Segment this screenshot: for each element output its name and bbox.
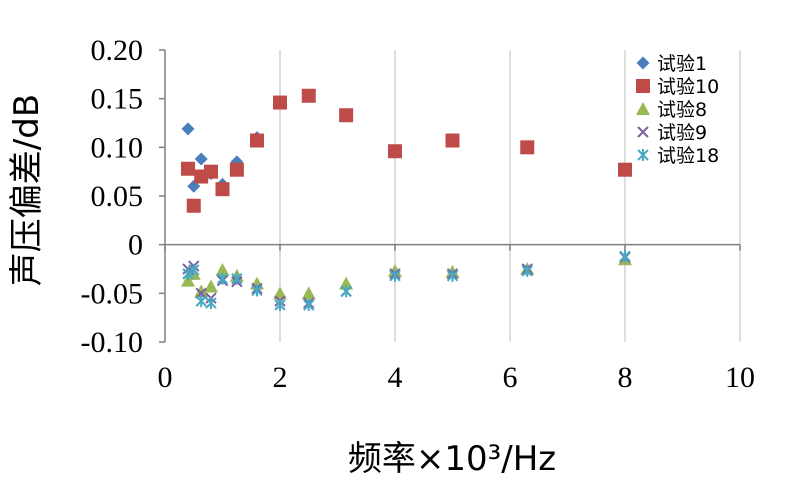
legend-marker bbox=[637, 149, 649, 161]
data-point bbox=[446, 269, 459, 282]
legend-label: 试验18 bbox=[657, 145, 719, 167]
x-axis-label: 频率×10³/Hz bbox=[348, 439, 556, 479]
data-point bbox=[215, 262, 230, 276]
legend-marker bbox=[636, 79, 650, 93]
data-points bbox=[181, 88, 632, 312]
legend-label: 试验10 bbox=[657, 76, 719, 98]
data-point bbox=[340, 285, 352, 298]
x-tick-label: 8 bbox=[618, 361, 633, 394]
data-point bbox=[204, 164, 218, 179]
y-tick-label: -0.05 bbox=[81, 277, 144, 310]
data-point bbox=[182, 267, 194, 280]
x-tick-label: 10 bbox=[725, 361, 755, 394]
data-point bbox=[231, 272, 243, 285]
data-point bbox=[194, 284, 209, 298]
data-point bbox=[205, 297, 217, 310]
legend-label: 试验8 bbox=[657, 99, 707, 121]
y-axis-label: 声压偏差/dB bbox=[7, 94, 47, 286]
y-tick-label: 0.20 bbox=[91, 34, 144, 67]
data-point bbox=[520, 140, 535, 155]
legend-marker bbox=[637, 126, 649, 138]
series-5 bbox=[182, 250, 631, 312]
data-point bbox=[215, 182, 230, 197]
data-point bbox=[339, 108, 354, 123]
x-tick-label: 2 bbox=[273, 361, 288, 394]
data-point bbox=[274, 299, 286, 312]
y-tick-label: 0 bbox=[128, 229, 143, 262]
x-tick-label: 0 bbox=[158, 361, 173, 394]
data-point bbox=[216, 272, 229, 285]
data-point bbox=[339, 276, 354, 290]
data-point bbox=[181, 161, 195, 176]
legend-label: 试验1 bbox=[657, 53, 707, 75]
data-point bbox=[229, 162, 244, 177]
data-point bbox=[445, 133, 460, 148]
data-point bbox=[619, 250, 631, 263]
legend-marker bbox=[636, 56, 650, 70]
data-point bbox=[388, 144, 402, 159]
data-point bbox=[521, 264, 533, 277]
y-tick-label: 0.15 bbox=[91, 83, 144, 116]
series-3 bbox=[181, 252, 632, 300]
x-tick-label: 6 bbox=[503, 361, 518, 394]
data-point bbox=[181, 122, 195, 136]
legend-label: 试验9 bbox=[657, 122, 707, 144]
data-point bbox=[188, 263, 200, 276]
y-tick-label: 0.05 bbox=[91, 180, 144, 213]
data-point bbox=[301, 286, 316, 300]
data-point bbox=[273, 95, 287, 110]
y-tick-label: 0.10 bbox=[91, 131, 144, 164]
legend-marker bbox=[636, 102, 650, 115]
data-point bbox=[204, 279, 218, 293]
series-2 bbox=[181, 88, 632, 213]
data-point bbox=[251, 284, 263, 297]
series-4 bbox=[182, 251, 631, 309]
data-point bbox=[618, 162, 632, 177]
x-tick-label: 4 bbox=[388, 361, 403, 394]
data-point bbox=[301, 88, 316, 103]
data-point bbox=[389, 269, 401, 282]
data-point bbox=[273, 286, 287, 300]
tick-labels: 0 2 4 6 8 10 0.20 0.15 0.10 0.05 0 -0.05 -0.10 bbox=[81, 34, 756, 394]
y-tick-label: -0.10 bbox=[81, 326, 144, 359]
data-point bbox=[303, 299, 315, 312]
data-point bbox=[186, 198, 201, 213]
data-point bbox=[194, 152, 208, 166]
data-point bbox=[250, 133, 264, 148]
data-point bbox=[181, 273, 195, 287]
axes bbox=[159, 49, 741, 343]
data-point bbox=[195, 295, 207, 308]
